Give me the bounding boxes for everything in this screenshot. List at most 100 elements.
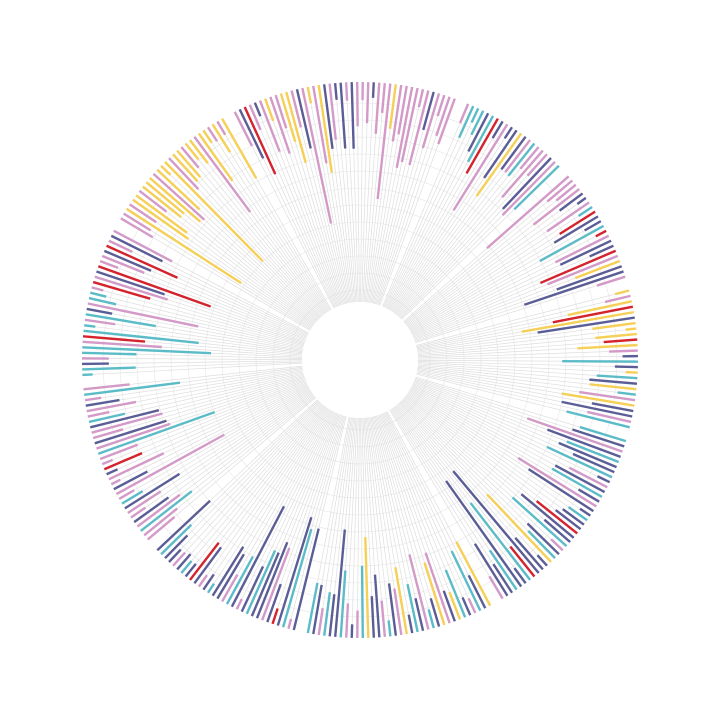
data-bar-pink <box>501 149 544 199</box>
bar-track <box>404 184 577 324</box>
data-bar-red <box>535 500 578 535</box>
data-bar-teal <box>406 583 419 633</box>
bar-track <box>307 86 350 304</box>
bar-track <box>176 403 323 570</box>
data-bar-pink <box>274 94 288 129</box>
bar-track <box>185 143 324 316</box>
bar-track <box>81 358 303 361</box>
bar-track <box>85 369 303 407</box>
bar-track <box>82 360 303 365</box>
bar-track <box>383 105 474 308</box>
data-bar-navy <box>429 598 441 627</box>
data-bar-yellow <box>625 327 637 331</box>
data-bar-teal <box>82 373 93 377</box>
data-bar-pink <box>290 90 303 128</box>
grid-circle <box>272 272 448 448</box>
bar-track <box>356 417 360 638</box>
data-bar-pink <box>395 86 414 169</box>
bar-track <box>376 415 440 627</box>
data-bar-navy <box>333 83 338 100</box>
data-bar-navy <box>467 112 490 152</box>
data-bar-navy <box>422 91 435 131</box>
data-bar-navy <box>572 428 625 448</box>
data-bar-red <box>189 542 220 581</box>
data-bar-pink <box>488 575 504 600</box>
bar-track <box>404 180 573 323</box>
bar-track <box>82 362 303 376</box>
data-bar-pink <box>554 234 610 264</box>
data-bar-pink <box>400 87 419 163</box>
data-bar-teal <box>596 374 638 380</box>
bar-track <box>212 124 330 312</box>
bar-track <box>417 328 637 354</box>
data-bar-pink <box>233 111 254 147</box>
data-bar-yellow <box>388 84 397 129</box>
data-bar-navy <box>164 534 189 560</box>
bar-track <box>90 292 304 347</box>
data-bar-navy <box>312 584 323 635</box>
bar-track <box>203 130 328 313</box>
data-bar-pink <box>91 286 104 292</box>
data-bar-teal <box>84 381 181 396</box>
data-bar-teal <box>617 391 636 396</box>
data-bar-pink <box>127 490 162 514</box>
bar-track <box>345 417 358 638</box>
data-bar-teal <box>513 164 560 211</box>
bar-track <box>264 98 341 306</box>
data-bar-yellow <box>317 84 334 173</box>
data-bar-pink <box>115 433 225 496</box>
data-bar-navy <box>589 244 614 258</box>
data-bar-yellow <box>221 118 258 179</box>
bar-track <box>391 127 513 312</box>
data-bar-teal <box>539 224 605 263</box>
bar-track <box>417 366 636 396</box>
data-bar-navy <box>492 563 514 594</box>
data-bar-navy <box>589 378 638 385</box>
data-bar-navy <box>452 470 540 574</box>
data-bar-navy <box>520 493 575 539</box>
data-bar-navy <box>333 529 347 637</box>
bar-track <box>375 415 435 629</box>
data-bar-navy <box>523 270 624 306</box>
bar-track <box>417 350 638 359</box>
data-bar-pink <box>235 598 243 610</box>
data-bar-yellow <box>455 541 492 607</box>
data-bar-pink <box>376 83 392 200</box>
bar-track <box>397 146 539 316</box>
data-bar-yellow <box>614 289 630 296</box>
data-bar-navy <box>156 499 211 552</box>
bar-track <box>407 392 591 516</box>
data-bar-yellow <box>132 198 190 240</box>
data-bar-yellow <box>160 164 172 176</box>
data-bar-navy <box>94 419 167 445</box>
data-bar-navy <box>295 88 312 149</box>
bar-track <box>185 404 324 577</box>
data-bar-pink <box>101 254 145 275</box>
data-bar-pink <box>130 506 147 519</box>
data-bar-pink <box>94 275 169 301</box>
data-bar-yellow <box>184 142 200 161</box>
grid-circle <box>187 187 533 533</box>
data-bar-pink <box>91 412 163 434</box>
bar-track <box>123 213 311 330</box>
data-bar-navy <box>230 505 286 608</box>
data-bar-teal <box>97 410 216 455</box>
bar-track <box>288 415 346 629</box>
bar-track <box>410 220 602 332</box>
bar-track <box>86 308 304 350</box>
data-bar-pink <box>221 573 239 603</box>
bar-track <box>372 89 424 304</box>
data-bar-navy <box>370 596 376 638</box>
data-bar-navy <box>543 518 571 543</box>
data-bar-yellow <box>595 332 637 340</box>
data-bar-navy <box>184 563 197 578</box>
data-bar-navy <box>554 509 582 531</box>
data-bar-navy <box>96 270 165 296</box>
data-bar-pink <box>526 153 548 177</box>
data-bar-teal <box>579 425 627 443</box>
data-bar-navy <box>103 249 152 272</box>
data-bar-pink <box>84 318 116 326</box>
bar-track <box>88 297 304 348</box>
